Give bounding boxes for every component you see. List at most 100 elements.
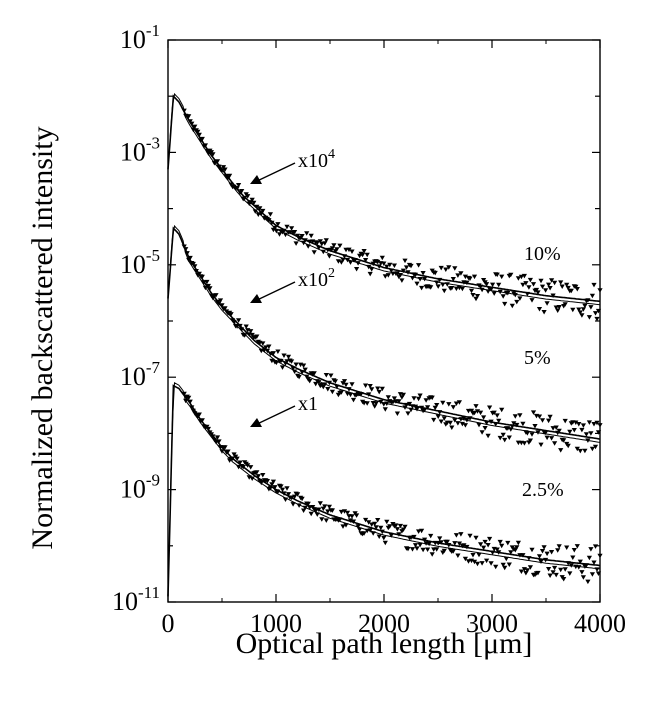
data-point [409, 547, 416, 552]
data-point [228, 312, 234, 317]
x-tick-label: 2000 [358, 609, 410, 638]
data-point [245, 463, 251, 468]
data-point [272, 485, 278, 490]
data-point [199, 136, 205, 142]
data-point [414, 407, 420, 412]
data-point [565, 561, 571, 566]
data-point [347, 260, 354, 265]
data-point [452, 541, 458, 546]
data-point [373, 525, 379, 530]
data-point [313, 509, 319, 514]
data-point [187, 399, 193, 405]
data-point [376, 389, 382, 395]
data-point [577, 448, 583, 454]
data-point [411, 396, 417, 401]
data-point [207, 286, 213, 291]
data-point [508, 272, 514, 278]
data-point [258, 480, 264, 486]
data-point [481, 545, 487, 551]
data-point [199, 274, 205, 280]
data-point [367, 384, 373, 389]
data-point [438, 540, 444, 545]
data-point [363, 258, 369, 263]
data-point [474, 409, 481, 414]
data-point [441, 288, 447, 294]
data-point [425, 405, 431, 410]
data-point [187, 119, 193, 124]
data-point [243, 324, 249, 329]
data-point [402, 524, 408, 530]
series-10-percent [167, 92, 603, 322]
data-point [576, 422, 582, 427]
arrow-head-x1 [250, 418, 262, 427]
data-point [192, 264, 198, 269]
data-point [541, 545, 547, 550]
data-point [376, 534, 382, 539]
data-point [193, 269, 199, 274]
data-point [189, 405, 195, 410]
data-point [580, 307, 586, 312]
data-point [538, 442, 544, 448]
data-point [337, 517, 343, 522]
data-point [567, 429, 573, 435]
data-point [263, 345, 269, 350]
data-point [269, 358, 275, 364]
data-point [379, 386, 385, 392]
arrow-head-x10-2 [250, 294, 262, 303]
data-point [269, 220, 275, 226]
data-point [267, 486, 273, 491]
data-point [394, 271, 400, 276]
fit-curve [169, 381, 601, 570]
data-point [461, 416, 467, 421]
data-point [487, 405, 493, 410]
series-label-10-percent: 10% [524, 243, 561, 265]
data-point [396, 399, 402, 404]
data-point [317, 501, 323, 506]
data-point [487, 536, 493, 542]
data-point [523, 281, 529, 286]
data-point [329, 246, 335, 251]
data-point [425, 547, 431, 552]
fit-curve [169, 92, 601, 306]
data-point [279, 487, 286, 493]
data-point [400, 268, 406, 274]
data-point [521, 567, 527, 572]
plot-area [167, 92, 603, 597]
data-point [284, 359, 290, 364]
data-point [440, 282, 446, 288]
data-point [341, 509, 348, 514]
data-point [225, 449, 231, 454]
data-point [325, 509, 331, 514]
data-point [544, 435, 550, 441]
data-point [299, 496, 305, 502]
data-point [496, 550, 502, 555]
data-point [586, 555, 592, 561]
data-point [556, 544, 562, 549]
data-point [505, 540, 511, 546]
data-point [467, 416, 473, 421]
data-point [506, 562, 512, 567]
data-point [358, 392, 364, 397]
data-point [524, 431, 530, 436]
data-point [574, 446, 580, 452]
data-point [497, 539, 503, 545]
data-point [470, 553, 476, 558]
data-point [555, 548, 561, 553]
data-point [299, 234, 305, 239]
data-point [530, 410, 537, 415]
data-point [546, 418, 552, 424]
data-point [488, 419, 494, 425]
data-point [295, 492, 301, 497]
x-tick-label: 0 [162, 609, 175, 638]
data-point [465, 559, 472, 564]
data-point [556, 428, 562, 434]
data-point [388, 268, 394, 273]
data-point [328, 373, 334, 378]
data-point [394, 527, 400, 532]
data-point [422, 276, 428, 282]
data-point [323, 373, 329, 378]
data-point [414, 281, 420, 287]
multiplier-base: x10 [298, 150, 328, 172]
data-point [343, 382, 349, 388]
data-point [219, 168, 225, 174]
